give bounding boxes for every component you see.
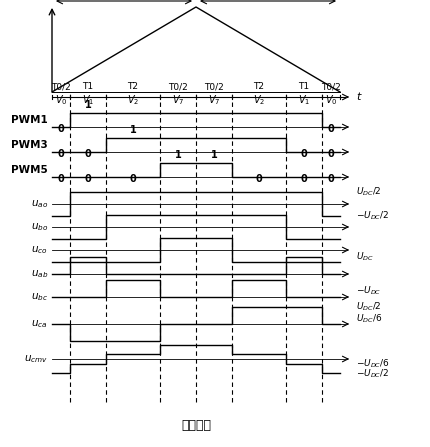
Text: $u_{ca}$: $u_{ca}$ (31, 318, 48, 330)
Text: $V_1$: $V_1$ (82, 93, 94, 107)
Text: 0: 0 (58, 149, 64, 159)
Text: $u_{ao}$: $u_{ao}$ (31, 198, 48, 210)
Text: T2: T2 (128, 82, 138, 91)
Text: 0: 0 (255, 174, 262, 184)
Text: $U_{DC}/2$: $U_{DC}/2$ (356, 186, 381, 198)
Text: 0: 0 (301, 149, 307, 159)
Text: $-U_{DC}/2$: $-U_{DC}/2$ (356, 210, 389, 222)
Text: $-U_{DC}/2$: $-U_{DC}/2$ (356, 367, 389, 380)
Text: $V_0$: $V_0$ (325, 93, 337, 107)
Text: $U_{DC}/6$: $U_{DC}/6$ (356, 312, 382, 325)
Text: 0: 0 (85, 174, 91, 184)
Text: $U_{DC}$: $U_{DC}$ (356, 251, 374, 263)
Text: 0: 0 (328, 174, 335, 184)
Text: $u_{bc}$: $u_{bc}$ (31, 291, 48, 303)
Text: $V_7$: $V_7$ (208, 93, 220, 107)
Text: $V_2$: $V_2$ (127, 93, 139, 107)
Text: 1: 1 (85, 100, 91, 110)
Text: 0: 0 (58, 124, 64, 134)
Text: t: t (356, 92, 360, 102)
Text: 1: 1 (175, 150, 181, 160)
Text: $V_0$: $V_0$ (55, 93, 67, 107)
Text: $u_{co}$: $u_{co}$ (31, 244, 48, 256)
Text: 0: 0 (129, 174, 136, 184)
Text: $u_{cmv}$: $u_{cmv}$ (24, 353, 48, 365)
Text: $V_1$: $V_1$ (298, 93, 310, 107)
Text: T1: T1 (298, 82, 310, 91)
Text: $-U_{DC}$: $-U_{DC}$ (356, 285, 381, 297)
Text: 0: 0 (328, 124, 335, 134)
Text: T1: T1 (83, 82, 94, 91)
Text: PWM1: PWM1 (11, 115, 48, 125)
Text: $-U_{DC}/6$: $-U_{DC}/6$ (356, 358, 390, 370)
Text: 1: 1 (211, 150, 218, 160)
Text: T0/2: T0/2 (168, 82, 188, 91)
Text: $V_7$: $V_7$ (172, 93, 184, 107)
Text: T0/2: T0/2 (204, 82, 224, 91)
Text: 1: 1 (129, 125, 136, 135)
Text: 0: 0 (58, 174, 64, 184)
Text: T0/2: T0/2 (321, 82, 341, 91)
Text: 0: 0 (328, 149, 335, 159)
Text: 0: 0 (301, 174, 307, 184)
Text: $V_2$: $V_2$ (253, 93, 265, 107)
Text: T0/2: T0/2 (51, 82, 71, 91)
Text: $u_{ab}$: $u_{ab}$ (31, 268, 48, 280)
Text: 第一扇区: 第一扇区 (181, 419, 211, 432)
Text: PWM5: PWM5 (11, 165, 48, 175)
Text: PWM3: PWM3 (11, 140, 48, 150)
Text: $u_{bo}$: $u_{bo}$ (31, 221, 48, 233)
Text: T2: T2 (254, 82, 264, 91)
Text: $U_{DC}/2$: $U_{DC}/2$ (356, 301, 381, 313)
Text: 0: 0 (85, 149, 91, 159)
